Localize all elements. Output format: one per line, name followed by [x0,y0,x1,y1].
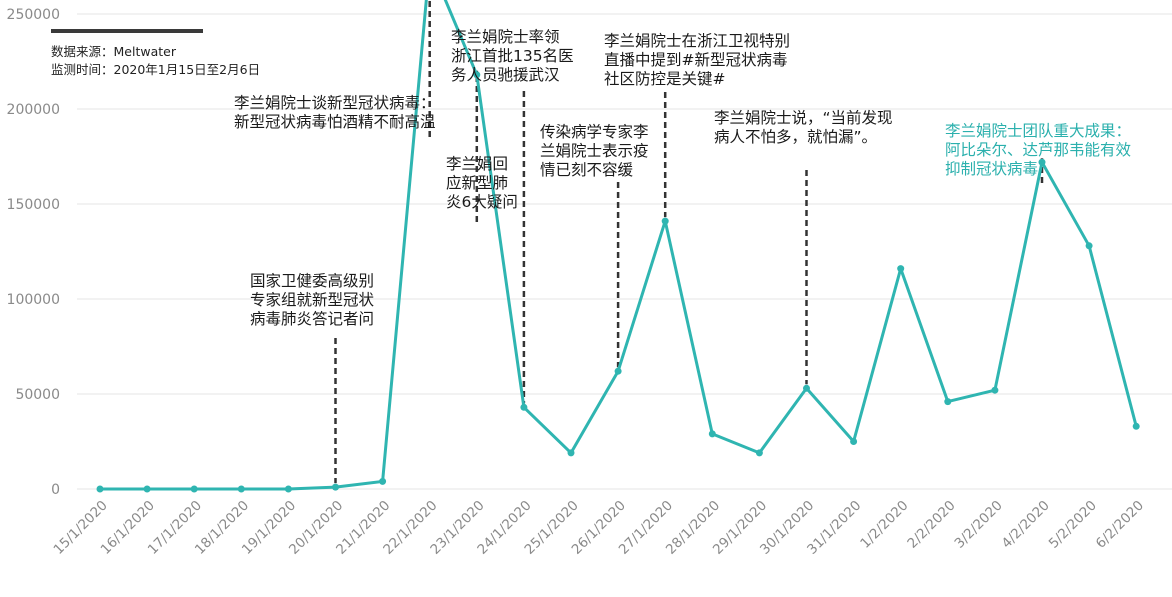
data-point [96,485,104,493]
data-point [190,485,198,493]
annotation-line: 李兰娟院士在浙江卫视特别 [604,32,791,50]
annotation-line: 社区防控是关键# [604,70,726,88]
data-point [897,265,905,273]
data-point [237,485,245,493]
y-tick-label: 0 [51,482,60,498]
annotation-line: 专家组就新型冠状 [250,291,375,309]
annotation-line: 直播中提到#新型冠状病毒 [604,51,788,69]
data-point [850,438,858,445]
annotation-line: 新型冠状病毒怕酒精不耐高温 [234,113,436,131]
data-point [1085,242,1093,250]
data-point [708,430,716,438]
y-tick-label: 200000 [7,102,60,118]
x-tick-label: 1/2/2020 [857,498,911,552]
y-tick-label: 150000 [7,197,60,213]
data-point [944,398,952,406]
data-point [143,485,151,493]
data-point [520,403,528,411]
annotation-4: 李兰娟院士率领 浙江首批135名医 务人员驰援武汉 [451,28,574,85]
y-tick-label: 250000 [7,7,60,23]
data-point [1038,158,1046,166]
x-tick-label: 4/2/2020 [999,498,1053,552]
annotation-line: 李兰娟回 [446,155,509,173]
data-point [991,386,999,394]
annotation-line: 李兰娟院士谈新型冠状病毒： [234,94,436,112]
data-point [473,71,481,79]
annotation-line: 兰娟院士表示疫 [540,142,649,160]
annotation-line: 浙江首批135名医 [451,47,574,65]
x-tick-label: 6/2/2020 [1093,498,1147,552]
data-point [1132,422,1140,430]
annotation-line: 阿比朵尔、达芦那韦能有效 [945,141,1132,159]
data-point [661,217,669,225]
data-point [332,483,339,491]
annotation-line: 应新型肺 [446,174,509,192]
annotation-line: 李兰娟院士说，“当前发现 [714,109,893,127]
annotation-6: 李兰娟院士在浙江卫视特别 直播中提到#新型冠状病毒 社区防控是关键# [604,32,790,89]
annotation-1: 国家卫健委高级别 专家组就新型冠状 病毒肺炎答记者问 [250,272,374,329]
annotation-8: 李兰娟院士团队重大成果： 阿比朵尔、达芦那韦能有效 抑制冠状病毒 [945,122,1131,179]
annotation-line: 务人员驰援武汉 [451,66,560,84]
annotation-line: 情已刻不容缓 [540,161,634,179]
annotation-line: 李兰娟院士率领 [451,28,560,46]
monitoring-period-label: 监测时间：2020年1月15日至2月6日 [51,62,261,77]
source-label: 数据来源：Meltwater [51,44,176,59]
annotation-7: 李兰娟院士说，“当前发现 病人不怕多，就怕漏”。 [714,109,893,147]
x-tick-label: 3/2/2020 [952,498,1006,552]
annotation-line: 传染病学专家李 [540,123,649,141]
y-tick-label: 100000 [7,292,60,308]
annotation-5: 传染病学专家李 兰娟院士表示疫 情已刻不容缓 [540,123,649,180]
annotation-line: 病毒肺炎答记者问 [250,310,375,328]
data-point [379,477,387,485]
annotation-line: 病人不怕多，就怕漏”。 [714,128,878,146]
data-point [803,384,810,392]
data-point [284,485,292,493]
annotation-3: 李兰娟回 应新型肺 炎6大疑问 [446,155,518,212]
annotation-2: 李兰娟院士谈新型冠状病毒： 新型冠状病毒怕酒精不耐高温 [234,94,436,132]
header-rule [51,29,203,33]
x-tick-label: 5/2/2020 [1046,498,1100,552]
annotation-line: 国家卫健委高级别 [250,272,375,290]
annotation-line: 李兰娟院士团队重大成果： [945,122,1132,140]
y-tick-label: 50000 [15,387,60,403]
data-point [567,449,575,457]
data-point [755,449,763,457]
annotation-line: 炎6大疑问 [446,193,518,211]
data-point [614,367,622,375]
annotation-line: 抑制冠状病毒 [945,160,1039,178]
x-tick-label: 2/2/2020 [904,498,958,552]
